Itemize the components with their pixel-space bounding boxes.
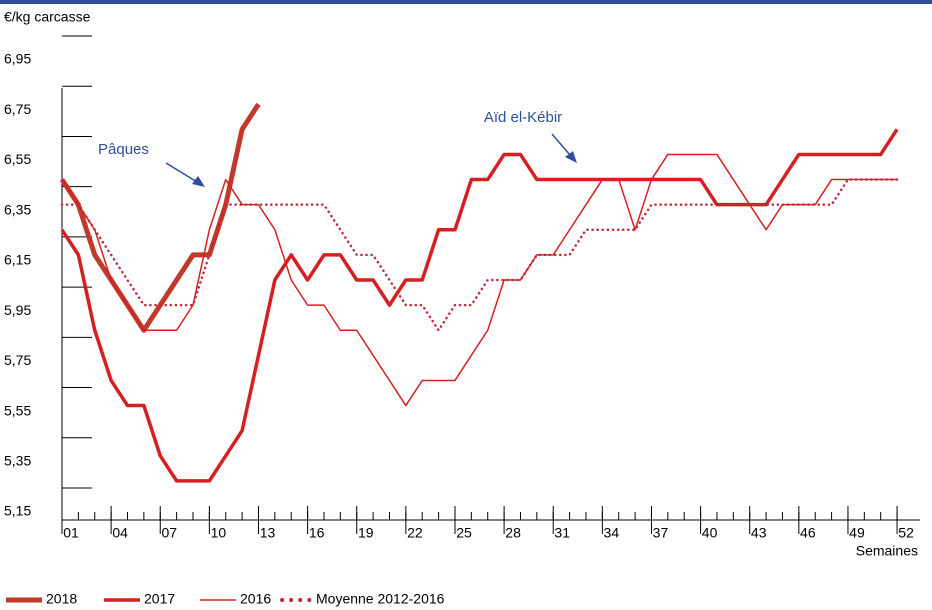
x-tick-label: 40 bbox=[702, 525, 718, 541]
y-tick-label: 5,35 bbox=[4, 452, 31, 468]
y-tick-label: 6,95 bbox=[4, 51, 31, 67]
x-tick-label: 01 bbox=[63, 525, 79, 541]
annotation-arrow bbox=[165, 162, 198, 183]
legend-label: 2018 bbox=[46, 591, 77, 607]
legend-label: Moyenne 2012-2016 bbox=[316, 591, 445, 607]
x-tick-label: 43 bbox=[751, 525, 767, 541]
y-tick-label: 5,75 bbox=[4, 352, 31, 368]
x-tick-label: 07 bbox=[161, 525, 177, 541]
x-tick-label: 31 bbox=[554, 525, 570, 541]
x-tick-label: 34 bbox=[604, 525, 620, 541]
y-tick-label: 6,15 bbox=[4, 252, 31, 268]
series-line bbox=[59, 102, 261, 333]
x-tick-label: 16 bbox=[309, 525, 325, 541]
x-tick-label: 10 bbox=[211, 525, 227, 541]
x-tick-label: 25 bbox=[456, 525, 472, 541]
x-tick-label: 19 bbox=[358, 525, 374, 541]
y-tick-label: 5,95 bbox=[4, 302, 31, 318]
y-tick-label: 5,55 bbox=[4, 402, 31, 418]
series-line bbox=[61, 153, 898, 407]
x-tick-label: 37 bbox=[653, 525, 669, 541]
x-tick-label: 52 bbox=[898, 525, 914, 541]
y-axis-label: €/kg carcasse bbox=[4, 9, 91, 25]
legend-label: 2016 bbox=[240, 591, 271, 607]
annotation-arrow bbox=[551, 133, 571, 156]
y-tick-label: 6,75 bbox=[4, 101, 31, 117]
x-tick-label: 28 bbox=[505, 525, 521, 541]
x-tick-label: 13 bbox=[260, 525, 276, 541]
top-border bbox=[0, 0, 932, 4]
legend-label: 2017 bbox=[144, 591, 175, 607]
x-tick-label: 04 bbox=[112, 525, 128, 541]
x-tick-label: 49 bbox=[849, 525, 865, 541]
annotation-arrow-head bbox=[565, 151, 577, 163]
y-tick-label: 6,55 bbox=[4, 151, 31, 167]
annotation-arrow-head bbox=[192, 176, 205, 187]
x-axis-label: Semaines bbox=[856, 543, 918, 559]
series-line bbox=[60, 178, 899, 332]
x-tick-label: 46 bbox=[800, 525, 816, 541]
annotation: Pâques bbox=[98, 141, 149, 158]
x-tick-label: 22 bbox=[407, 525, 423, 541]
y-tick-label: 5,15 bbox=[4, 503, 31, 519]
annotation: Aïd el-Kébir bbox=[484, 109, 562, 126]
y-tick-label: 6,35 bbox=[4, 201, 31, 217]
